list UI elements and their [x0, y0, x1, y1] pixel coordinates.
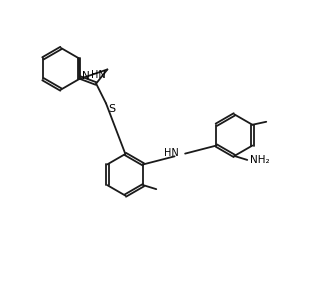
Text: N: N [82, 71, 89, 81]
Text: S: S [109, 104, 115, 114]
Text: HN: HN [91, 70, 105, 80]
Text: HN: HN [164, 148, 179, 158]
Text: NH₂: NH₂ [250, 155, 270, 165]
